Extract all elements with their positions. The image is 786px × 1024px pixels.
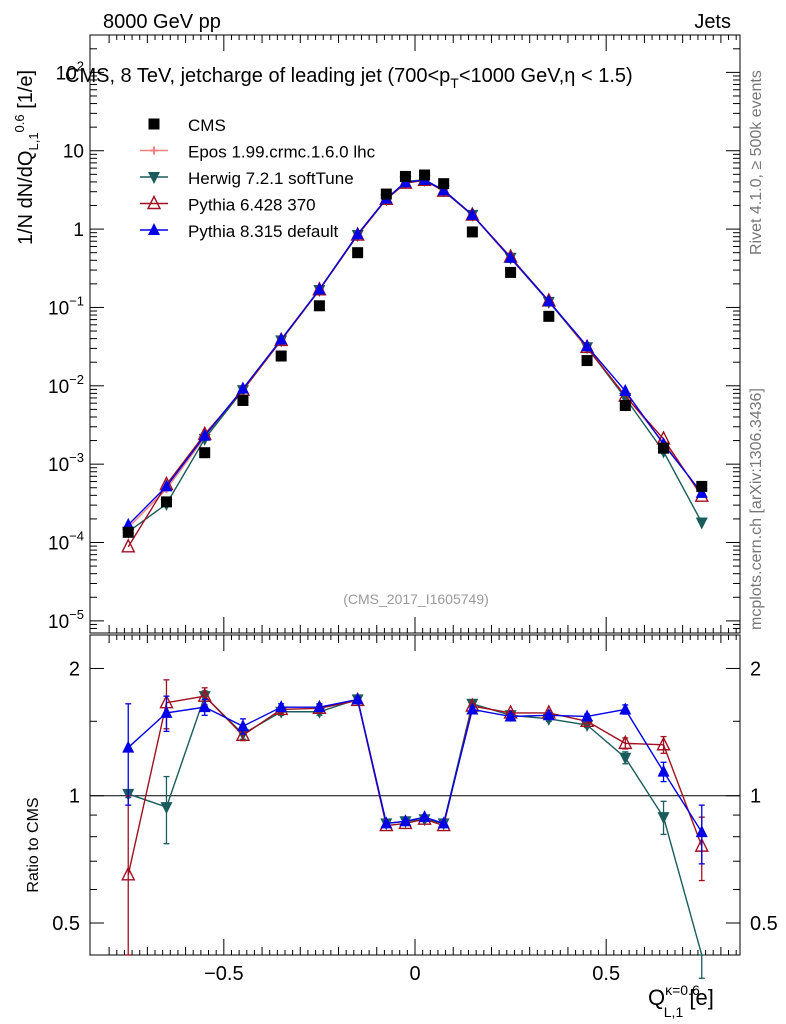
analysis-watermark: (CMS_2017_I1605749) [343,591,489,607]
legend-marker-cms [148,118,160,130]
point-cms [380,188,392,200]
ratio-point-pythia-8-315-default [351,692,364,705]
ratio-point-pythia-8-315-default [504,709,517,722]
ratio-y-tick-label: 0.5 [52,913,80,935]
ratio-point-herwig-7-2-1-softtune [619,752,632,765]
ratio-point-pythia-8-315-default [380,816,393,829]
point-pythia-6-428-370 [121,538,136,553]
main-y-tick-label: 10−2 [48,372,84,398]
point-pythia-8-315-default [437,183,450,196]
point-cms [419,169,431,181]
ratio-point-pythia-8-315-default [695,825,708,838]
point-cms [237,394,249,406]
x-tick-label: 0 [409,963,420,985]
series-line-pythia-8-315-default [127,179,703,526]
legend-marker-pythia-8-315-default [148,223,160,235]
legend-label-herwig-7-2-1-softtune: Herwig 7.2.1 softTune [188,169,354,188]
point-cms [581,355,593,367]
main-y-tick-label: 102 [56,58,84,84]
ratio-point-pythia-8-315-default [275,700,288,713]
point-cms [399,170,411,182]
point-cms [122,526,134,538]
main-y-tick-label: 10−1 [48,293,84,319]
ratio-y-axis-label: Ratio to CMS [25,797,42,892]
ratio-point-pythia-8-315-default [466,702,479,715]
point-herwig-7-2-1-softtune [695,517,708,530]
ratio-point-pythia-8-315-default [437,816,450,829]
ratio-point-pythia-8-315-default [399,814,412,827]
ratio-point-pythia-8-315-default [236,719,249,732]
x-axis-label: Qκ=0.6 L,1 [e] [648,982,714,1020]
chart-title: CMS, 8 TeV, jetcharge of leading jet (70… [65,65,633,91]
point-pythia-8-315-default [313,282,326,295]
main-y-tick-label: 10 [63,142,84,163]
main-y-axis-label: 1/N dN/dQL,10.6 [1/e] [12,70,41,245]
ratio-point-pythia-6-428-370 [121,866,136,881]
ratio-line-pythia-6-428-370 [127,695,703,875]
ratio-line-herwig-7-2-1-softtune [128,694,703,956]
main-y-tick-label: 10−5 [48,607,84,633]
rivet-label: Rivet 4.1.0, ≥ 500k events [748,70,765,255]
ratio-plot-frame [89,634,741,956]
ratio-point-pythia-8-315-default [657,764,670,777]
ratio-point-pythia-6-428-370 [618,734,633,750]
ratio-point-herwig-7-2-1-softtune [657,812,670,825]
legend-marker-pythia-6-428-370 [146,194,162,210]
point-cms [619,400,631,412]
mcplots-label: mcplots.cern.ch [arXiv:1306.3436] [748,388,765,630]
ratio-point-pythia-8-315-default [542,708,555,721]
ratio-y-tick-label-right: 2 [750,658,761,680]
ratio-point-pythia-8-315-default [122,740,135,753]
point-pythia-8-315-default [351,227,364,240]
point-cms [466,226,478,238]
point-pythia-8-315-default [198,428,211,441]
ratio-point-pythia-6-428-370 [656,736,671,751]
legend-label-cms: CMS [188,116,226,135]
point-cms [505,266,517,278]
main-y-tick-label: 10−4 [48,529,84,555]
point-pythia-8-315-default [160,479,173,492]
point-cms [160,496,172,508]
ratio-y-tick-label-right: 0.5 [750,913,778,935]
ratio-line-pythia-8-315-default [127,698,703,833]
ratio-y-tick-label: 1 [69,786,80,808]
ratio-y-tick-label: 2 [69,658,80,680]
legend-label-pythia-6-428-370: Pythia 6.428 370 [188,196,316,215]
legend-label-epos-1-99-crmc-1-6-0-lhc: Epos 1.99.crmc.1.6.0 lhc [188,143,376,162]
main-y-tick-label: 1 [73,220,84,241]
point-cms [352,247,364,259]
point-pythia-8-315-default [275,332,288,345]
point-cms [438,178,450,190]
point-cms [199,447,211,459]
point-cms [658,442,670,454]
ratio-point-pythia-8-315-default [313,700,326,713]
ratio-point-pythia-8-315-default [581,709,594,722]
main-y-tick-label: 10−3 [48,450,84,476]
ratio-point-pythia-8-315-default [619,702,632,715]
header-right: Jets [694,11,731,33]
legend-label-pythia-8-315-default: Pythia 8.315 default [188,222,339,241]
ratio-y-tick-label-right: 1 [750,786,761,808]
point-pythia-8-315-default [236,381,249,394]
point-pythia-8-315-default [542,294,555,307]
point-cms [275,350,287,362]
point-cms [543,310,555,322]
legend-marker-epos-1-99-crmc-1-6-0-lhc [150,146,158,155]
point-pythia-8-315-default [619,383,632,396]
ratio-point-pythia-8-315-default [418,810,431,823]
point-pythia-8-315-default [581,339,594,352]
point-cms [313,300,325,312]
ratio-point-pythia-8-315-default [198,700,211,713]
point-cms [696,480,708,492]
header-left: 8000 GeV pp [103,11,221,33]
point-pythia-8-315-default [466,207,479,220]
x-tick-label: −0.5 [204,963,243,985]
x-tick-label: 0.5 [592,963,620,985]
ratio-point-pythia-8-315-default [160,705,173,718]
legend-marker-herwig-7-2-1-softtune [148,172,160,184]
ratio-point-herwig-7-2-1-softtune [160,802,173,815]
point-pythia-8-315-default [504,250,517,263]
